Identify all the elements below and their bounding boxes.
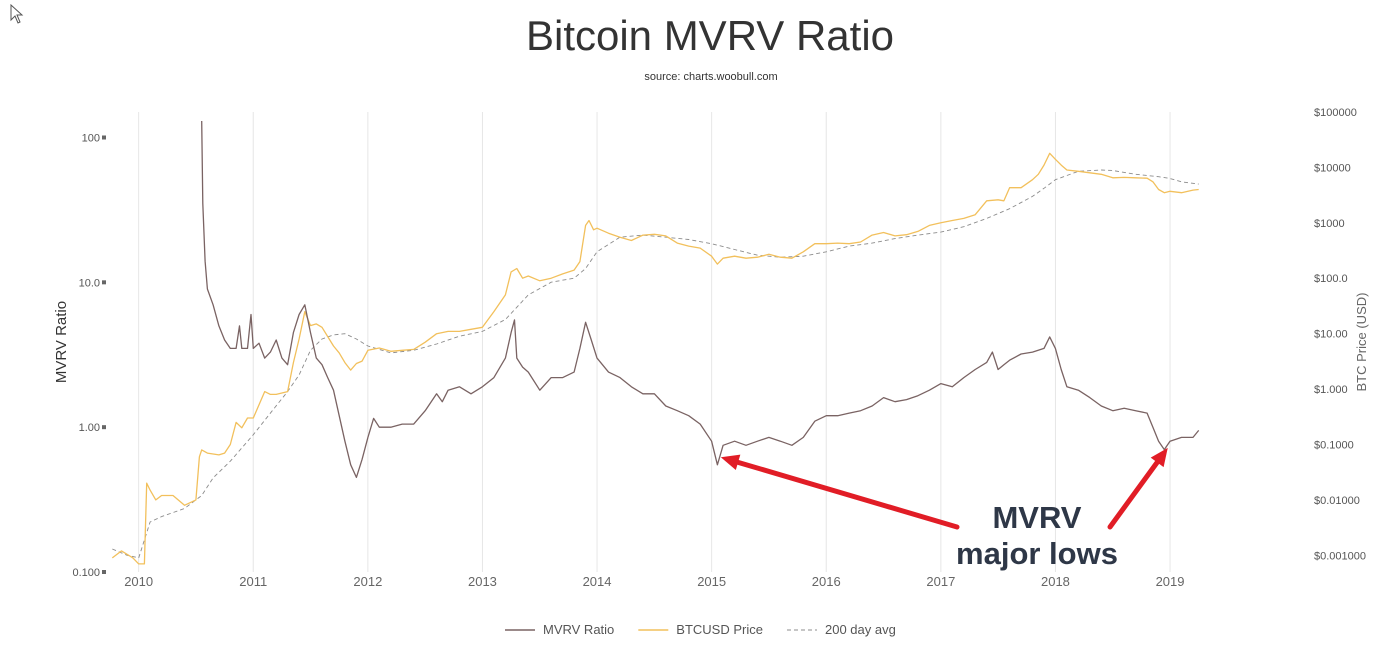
annotation-arrow-shaft bbox=[735, 459, 960, 530]
series-line-mvrv-ratio bbox=[201, 120, 1200, 479]
left-tick-mark bbox=[102, 135, 106, 140]
annotation-arrow-head bbox=[1150, 447, 1168, 468]
left-tick-mark bbox=[102, 280, 106, 285]
annotation-line2: major lows bbox=[956, 536, 1118, 571]
x-tick-label: 2013 bbox=[468, 574, 497, 589]
x-tick-label: 2016 bbox=[812, 574, 841, 589]
chart-title: Bitcoin MVRV Ratio bbox=[526, 12, 894, 59]
annotation-line1: MVRV bbox=[992, 500, 1081, 535]
right-tick-label: $0.1000 bbox=[1314, 439, 1354, 451]
chart-subtitle: source: charts.woobull.com bbox=[644, 71, 777, 83]
right-tick-label: $1000 bbox=[1314, 218, 1345, 230]
annotation: MVRV major lows bbox=[720, 447, 1168, 571]
x-tick-label: 2017 bbox=[926, 574, 955, 589]
legend-label: 200 day avg bbox=[825, 622, 896, 637]
left-tick-label: 0.100 bbox=[72, 567, 100, 579]
left-tick-mark bbox=[102, 570, 106, 574]
legend-label: MVRV Ratio bbox=[543, 622, 614, 637]
x-tick-label: 2011 bbox=[239, 574, 267, 589]
legend-label: BTCUSD Price bbox=[676, 622, 763, 637]
legend: MVRV Ratio BTCUSD Price 200 day avg bbox=[505, 622, 896, 637]
annotation-arrow-shaft bbox=[1107, 459, 1160, 530]
mouse-cursor-icon bbox=[10, 4, 24, 24]
left-axis-ticks: 0.100 1.00 10.0 100 bbox=[72, 133, 106, 579]
right-tick-label: $0.001000 bbox=[1314, 550, 1366, 562]
x-tick-label: 2014 bbox=[583, 574, 612, 589]
left-tick-mark bbox=[102, 425, 106, 430]
right-tick-label: $1.000 bbox=[1314, 384, 1348, 396]
right-tick-label: $0.01000 bbox=[1314, 495, 1360, 507]
right-tick-label: $100000 bbox=[1314, 107, 1357, 119]
left-axis-label: MVRV Ratio bbox=[53, 301, 70, 383]
annotation-arrow-head bbox=[720, 454, 741, 471]
left-tick-label: 10.0 bbox=[79, 277, 100, 289]
x-tick-label: 2015 bbox=[697, 574, 726, 589]
right-tick-label: $10000 bbox=[1314, 162, 1351, 174]
x-tick-label: 2012 bbox=[353, 574, 382, 589]
left-tick-label: 1.00 bbox=[79, 422, 100, 434]
x-tick-label: 2010 bbox=[124, 574, 153, 589]
series-line-btcusd-price bbox=[111, 152, 1199, 565]
right-axis-label: BTC Price (USD) bbox=[1354, 293, 1369, 392]
right-axis-ticks: $0.001000 $0.01000 $0.1000 $1.000 $10.00 $100… bbox=[1314, 107, 1366, 562]
x-tick-label: 2018 bbox=[1041, 574, 1070, 589]
right-tick-label: $100.0 bbox=[1314, 273, 1348, 285]
x-axis-ticks: 2010 2011 2012 2013 2014 2015 2016 2017 2018 2019 bbox=[124, 574, 1184, 589]
grid-lines bbox=[138, 112, 1171, 572]
left-tick-label: 100 bbox=[82, 133, 100, 145]
series-layer bbox=[111, 120, 1200, 565]
right-tick-label: $10.00 bbox=[1314, 329, 1348, 341]
x-tick-label: 2019 bbox=[1156, 574, 1185, 589]
